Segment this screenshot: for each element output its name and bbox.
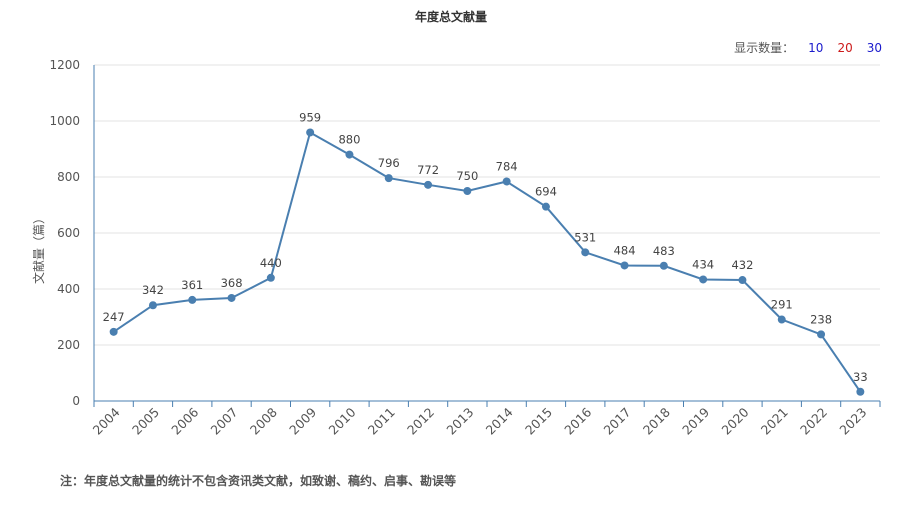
data-point-2012[interactable] bbox=[424, 180, 433, 189]
x-tick-labels: 2004 2005 2006 2007 2008 2009 2010 2011 2012 2013… bbox=[90, 404, 870, 437]
x-tick-2009: 2009 bbox=[286, 404, 319, 437]
x-tick-2018: 2018 bbox=[640, 404, 673, 437]
data-label-2010: 880 bbox=[338, 133, 360, 147]
x-tick-2006: 2006 bbox=[168, 404, 201, 437]
y-tick-0: 0 bbox=[72, 394, 80, 408]
data-point-2021[interactable] bbox=[777, 315, 786, 324]
data-label-2016: 531 bbox=[574, 230, 596, 244]
data-label-2007: 368 bbox=[221, 276, 243, 290]
x-tick-2010: 2010 bbox=[325, 404, 358, 437]
x-tick-2008: 2008 bbox=[247, 404, 280, 437]
y-tick-200: 200 bbox=[57, 338, 80, 352]
y-tick-400: 400 bbox=[57, 282, 80, 296]
data-label-2015: 694 bbox=[535, 185, 557, 199]
x-tick-2004: 2004 bbox=[90, 404, 123, 437]
data-label-2009: 959 bbox=[299, 110, 321, 124]
chart-title: 年度总文献量 bbox=[414, 10, 487, 24]
x-tick-2014: 2014 bbox=[483, 404, 516, 437]
x-tick-2022: 2022 bbox=[797, 405, 830, 438]
data-label-2019: 434 bbox=[692, 257, 714, 271]
data-label-2012: 772 bbox=[417, 163, 439, 177]
x-tick-2005: 2005 bbox=[129, 405, 162, 438]
data-label-2023: 33 bbox=[853, 370, 868, 384]
y-axis-label: 文献量（篇） bbox=[31, 212, 46, 284]
x-tick-2021: 2021 bbox=[758, 405, 791, 438]
data-label-2004: 247 bbox=[103, 310, 125, 324]
x-tick-2007: 2007 bbox=[208, 405, 241, 438]
display-count-label: 显示数量： bbox=[734, 41, 795, 55]
data-label-2018: 483 bbox=[653, 244, 675, 258]
grid-lines bbox=[94, 64, 880, 346]
data-point-2008[interactable] bbox=[266, 273, 275, 282]
data-point-2014[interactable] bbox=[502, 177, 511, 186]
footnote: 注：年度总文献量的统计不包含资讯类文献，如致谢、稿约、启事、勘误等 bbox=[60, 474, 457, 488]
data-point-2010[interactable] bbox=[345, 150, 354, 159]
x-tick-2017: 2017 bbox=[601, 405, 634, 438]
data-label-2020: 432 bbox=[731, 258, 753, 272]
data-label-2021: 291 bbox=[771, 298, 793, 312]
y-tick-1000: 1000 bbox=[49, 114, 80, 128]
x-tick-2012: 2012 bbox=[404, 405, 437, 438]
data-label-2017: 484 bbox=[614, 243, 636, 257]
y-tick-labels: 0 200 400 600 800 1000 1200 bbox=[49, 58, 80, 408]
display-count-option-30[interactable]: 30 bbox=[866, 40, 882, 55]
data-point-2009[interactable] bbox=[306, 128, 315, 137]
axes bbox=[93, 65, 881, 407]
data-point-2011[interactable] bbox=[384, 174, 393, 183]
data-point-2020[interactable] bbox=[738, 276, 747, 285]
data-label-2013: 750 bbox=[456, 169, 478, 183]
data-point-2023[interactable] bbox=[856, 387, 865, 396]
x-tick-2020: 2020 bbox=[718, 404, 751, 437]
display-count-option-20[interactable]: 20 bbox=[837, 40, 853, 55]
x-tick-2015: 2015 bbox=[522, 405, 555, 438]
x-tick-2019: 2019 bbox=[679, 404, 712, 437]
data-point-2004[interactable] bbox=[109, 327, 118, 336]
data-point-2005[interactable] bbox=[148, 301, 157, 310]
data-point-2017[interactable] bbox=[620, 261, 629, 270]
series-line bbox=[113, 130, 862, 393]
data-point-2015[interactable] bbox=[541, 202, 550, 211]
data-labels: 247 342 361 368 440 959 880 796 772 750 784 694 531 4… bbox=[103, 110, 868, 383]
y-tick-1200: 1200 bbox=[49, 58, 80, 72]
data-point-2016[interactable] bbox=[581, 248, 590, 257]
data-point-2018[interactable] bbox=[659, 261, 668, 270]
display-count-control: 显示数量： 10 20 30 bbox=[734, 39, 882, 56]
x-tick-2016: 2016 bbox=[561, 404, 594, 437]
data-label-2011: 796 bbox=[378, 156, 400, 170]
y-tick-600: 600 bbox=[57, 226, 80, 240]
y-tick-800: 800 bbox=[57, 170, 80, 184]
data-label-2006: 361 bbox=[181, 278, 203, 292]
data-point-2006[interactable] bbox=[188, 295, 197, 304]
data-point-2022[interactable] bbox=[817, 330, 826, 339]
data-label-2022: 238 bbox=[810, 312, 832, 326]
data-point-2019[interactable] bbox=[699, 275, 708, 284]
data-point-2007[interactable] bbox=[227, 293, 236, 302]
x-tick-2011: 2011 bbox=[365, 405, 398, 438]
display-count-option-10[interactable]: 10 bbox=[808, 40, 824, 55]
data-label-2014: 784 bbox=[496, 159, 518, 173]
data-label-2005: 342 bbox=[142, 283, 164, 297]
x-tick-2023: 2023 bbox=[836, 405, 869, 438]
data-label-2008: 440 bbox=[260, 256, 282, 270]
data-point-2013[interactable] bbox=[463, 187, 472, 195]
data-points bbox=[109, 128, 865, 396]
x-tick-2013: 2013 bbox=[443, 405, 476, 438]
